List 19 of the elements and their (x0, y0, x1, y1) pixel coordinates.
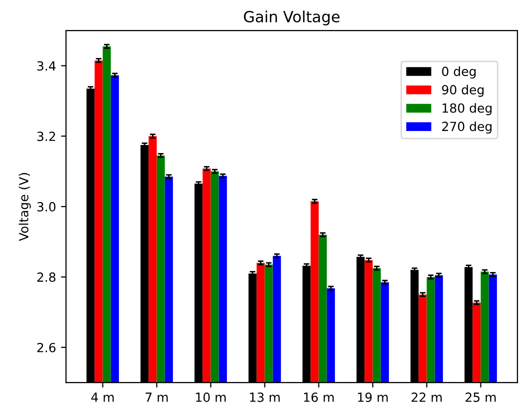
y-tick-label: 2.6 (37, 342, 56, 352)
chart-title: Gain Voltage (244, 10, 340, 26)
x-tick-label: 25 m (466, 392, 496, 402)
legend-label: 180 deg (442, 103, 492, 116)
y-tick-label: 3.2 (37, 132, 56, 142)
y-tick-label: 3.0 (37, 202, 56, 212)
y-tick-label: 2.8 (37, 272, 56, 282)
legend-label: 270 deg (442, 121, 492, 134)
x-tick-label: 13 m (250, 392, 280, 402)
x-tick-label: 19 m (358, 392, 388, 402)
legend-label: 0 deg (442, 66, 476, 79)
x-tick-label: 16 m (304, 392, 334, 402)
x-tick-label: 4 m (91, 392, 114, 402)
y-tick-label: 3.4 (37, 61, 56, 71)
x-tick-label: 10 m (196, 392, 226, 402)
x-tick-label: 22 m (412, 392, 442, 402)
y-axis-title: Voltage (V) (18, 173, 31, 242)
legend-label: 90 deg (442, 84, 484, 97)
x-tick-label: 7 m (146, 392, 168, 402)
